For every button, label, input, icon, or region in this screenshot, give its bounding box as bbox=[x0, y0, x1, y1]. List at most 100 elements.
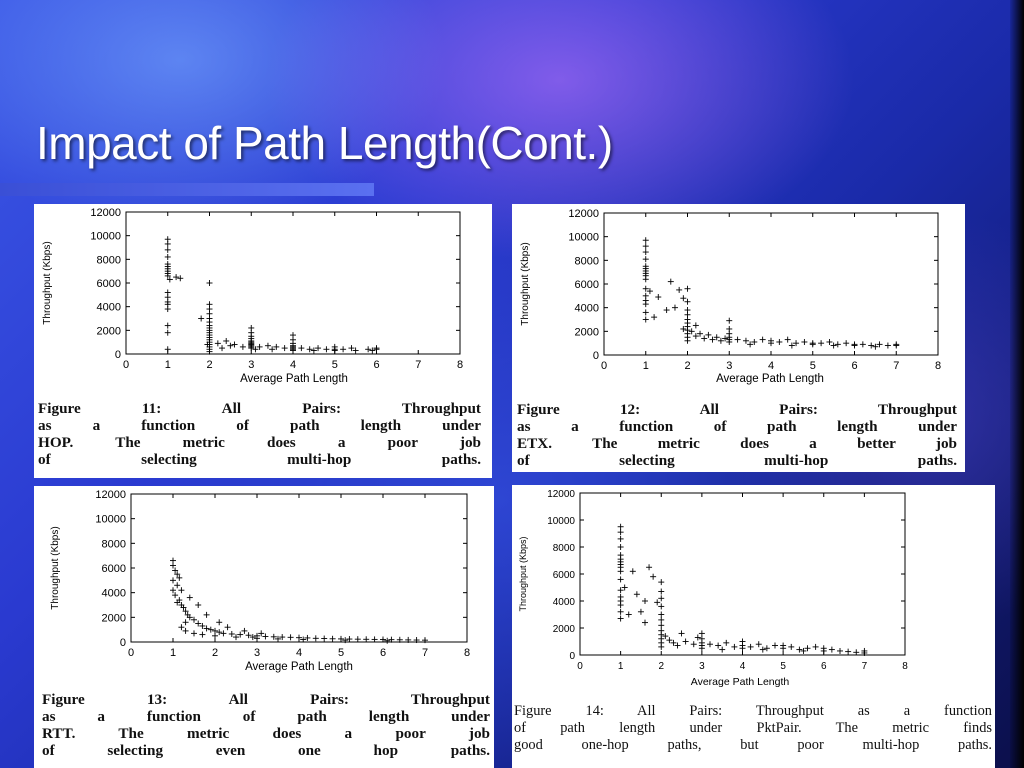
data-point bbox=[300, 636, 307, 643]
data-point bbox=[617, 587, 624, 594]
data-point bbox=[658, 616, 665, 623]
data-point bbox=[182, 627, 189, 634]
y-tick-label: 6000 bbox=[575, 279, 599, 291]
data-point bbox=[172, 567, 179, 574]
figure-14-caption: Figure 14: All Pairs: Throughput as a fu… bbox=[514, 703, 992, 754]
data-point bbox=[352, 347, 359, 354]
data-point bbox=[173, 274, 180, 281]
data-point bbox=[800, 647, 807, 654]
data-point bbox=[164, 272, 171, 279]
data-point bbox=[248, 345, 255, 352]
x-tick-label: 4 bbox=[740, 661, 746, 672]
y-tick-label: 4000 bbox=[575, 303, 599, 315]
data-point bbox=[658, 588, 665, 595]
data-point bbox=[323, 346, 330, 353]
caption-line: Figure 11: All Pairs: Throughput bbox=[38, 400, 481, 417]
data-point bbox=[625, 611, 632, 618]
data-point bbox=[830, 342, 837, 349]
data-point bbox=[697, 330, 704, 337]
data-point bbox=[633, 591, 640, 598]
data-point bbox=[684, 285, 691, 292]
data-point bbox=[203, 611, 210, 618]
data-point bbox=[763, 645, 770, 652]
y-tick-label: 2000 bbox=[575, 326, 599, 338]
data-point bbox=[780, 645, 787, 652]
data-point bbox=[680, 325, 687, 332]
data-point bbox=[186, 614, 193, 621]
data-point bbox=[191, 630, 197, 637]
data-point bbox=[884, 342, 891, 349]
data-point bbox=[796, 646, 803, 653]
plot-frame bbox=[579, 492, 906, 656]
data-point bbox=[223, 337, 230, 344]
data-point bbox=[178, 587, 185, 594]
caption-line: HOP. The metric does a poor job bbox=[38, 434, 481, 451]
figure-12-panel: 0 2000 4000 6000 8000 10000 12000 0 1 2 3 4 5 6 7 8 Aver… bbox=[512, 204, 965, 472]
data-point bbox=[172, 592, 179, 599]
data-point bbox=[617, 523, 624, 530]
data-point bbox=[637, 608, 644, 615]
x-tick-label: 8 bbox=[902, 661, 908, 672]
data-point bbox=[199, 622, 206, 629]
y-tick-label: 2000 bbox=[97, 325, 121, 337]
figure-12-chart: 0 2000 4000 6000 8000 10000 12000 0 1 2 3 4 5 6 7 8 Aver… bbox=[520, 208, 941, 385]
data-point bbox=[747, 643, 754, 650]
data-point bbox=[788, 342, 795, 349]
data-point bbox=[861, 647, 868, 654]
x-tick-label: 2 bbox=[684, 360, 690, 372]
y-tick-label: 2000 bbox=[553, 624, 576, 635]
x-tick-label: 6 bbox=[851, 360, 857, 372]
x-tick-label: 6 bbox=[821, 661, 827, 672]
data-point bbox=[380, 636, 386, 643]
data-point bbox=[784, 336, 791, 343]
data-point bbox=[219, 345, 226, 352]
data-point bbox=[237, 631, 244, 638]
data-point bbox=[820, 647, 827, 654]
y-tick-label: 0 bbox=[115, 349, 121, 361]
y-tick-label: 12000 bbox=[90, 207, 121, 219]
x-tick-label: 6 bbox=[373, 359, 379, 371]
data-point bbox=[214, 340, 221, 347]
data-point bbox=[684, 298, 691, 305]
data-point bbox=[872, 343, 879, 350]
data-point bbox=[755, 641, 762, 648]
data-point bbox=[264, 342, 271, 349]
data-point bbox=[759, 336, 766, 343]
data-point bbox=[371, 636, 378, 643]
data-point bbox=[751, 338, 758, 345]
data-point bbox=[658, 595, 665, 602]
data-point bbox=[220, 630, 227, 637]
x-tick-label: 5 bbox=[810, 360, 816, 372]
data-point bbox=[373, 346, 380, 353]
data-point bbox=[180, 604, 187, 611]
data-point bbox=[195, 602, 202, 608]
data-point bbox=[642, 301, 649, 308]
data-point bbox=[256, 343, 263, 350]
data-point bbox=[170, 562, 176, 569]
data-point bbox=[212, 632, 218, 639]
data-point bbox=[348, 345, 355, 352]
data-point bbox=[726, 317, 733, 324]
data-point bbox=[290, 347, 296, 354]
data-point bbox=[164, 346, 171, 353]
data-point bbox=[692, 322, 699, 329]
x-tick-label: 3 bbox=[726, 360, 732, 372]
figure-11-chart: 0 2000 4000 6000 8000 10000 12000 0 1 2 3 4 5 6 7 8 Aver… bbox=[42, 207, 463, 385]
data-point bbox=[642, 276, 649, 283]
y-tick-label: 8000 bbox=[102, 538, 126, 550]
y-tick-label: 10000 bbox=[90, 231, 121, 243]
data-point bbox=[617, 602, 624, 609]
data-point bbox=[354, 636, 361, 643]
data-point bbox=[658, 611, 665, 618]
data-point bbox=[306, 346, 313, 353]
y-tick-label: 4000 bbox=[102, 588, 126, 600]
data-point bbox=[239, 343, 246, 350]
data-point bbox=[342, 637, 349, 644]
x-tick-label: 0 bbox=[577, 661, 583, 672]
data-point bbox=[715, 642, 722, 649]
data-point bbox=[170, 587, 176, 594]
data-point bbox=[321, 635, 328, 642]
x-tick-label: 8 bbox=[464, 647, 470, 659]
data-point bbox=[174, 571, 181, 578]
data-point bbox=[646, 564, 653, 571]
